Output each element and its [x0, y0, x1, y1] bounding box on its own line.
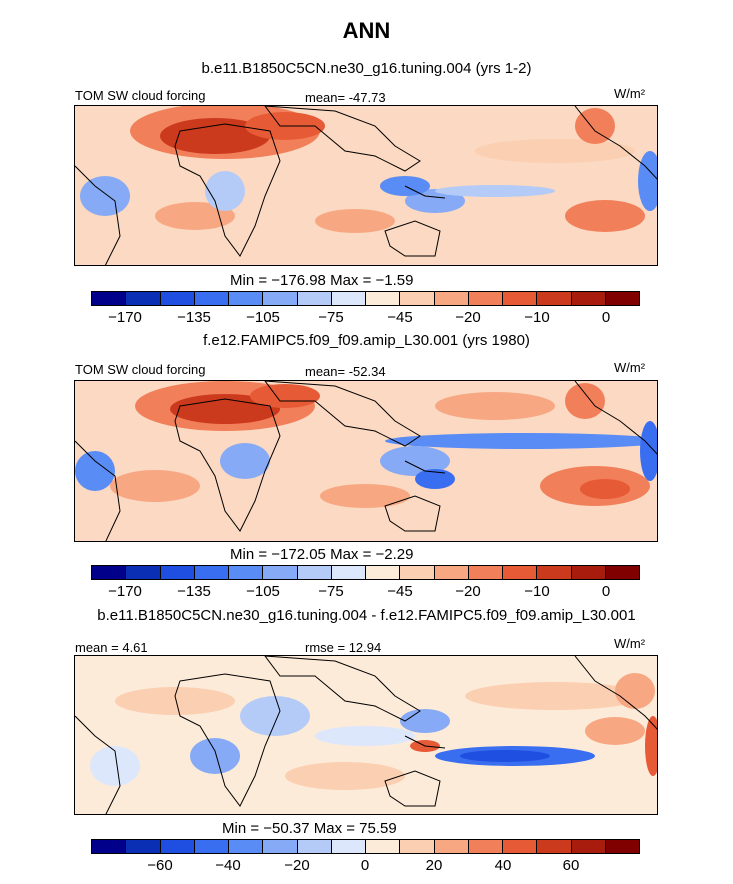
- panel-3-tick: 40: [494, 857, 512, 874]
- panel-2-tick: 0: [601, 583, 611, 600]
- panel-1-colorbar-ticks: −170 −135 −105 −75 −45 −20 −10 0: [91, 309, 640, 327]
- panel-1-tick: −105: [246, 309, 280, 326]
- panel-2-minmax: Min = −172.05 Max = −2.29: [230, 546, 414, 563]
- panel-2-tick: −105: [246, 583, 280, 600]
- panel-2-tick: −170: [108, 583, 142, 600]
- figure-title: ANN: [342, 18, 391, 43]
- panel-2-mean-label: mean= -52.34: [305, 364, 386, 379]
- panel-1-mean-label: mean= -47.73: [305, 90, 386, 105]
- panel-2-map-svg: [75, 381, 657, 541]
- panel-2-tick: −135: [177, 583, 211, 600]
- panel-3-tick: −40: [215, 857, 241, 874]
- panel-3-tick: 60: [562, 857, 580, 874]
- panel-1-map-svg: [75, 106, 657, 265]
- panel-2-units-label: W/m²: [614, 360, 646, 375]
- panel-2-colorbar-ticks: −170 −135 −105 −75 −45 −20 −10 0: [91, 583, 640, 601]
- panel-2-tick: −75: [318, 583, 344, 600]
- panel-3-map-svg: [75, 656, 657, 814]
- panel-3-colorbar-ticks: −60 −40 −20 0 20 40 60: [91, 857, 640, 875]
- panel-1-colorbar: [91, 291, 640, 306]
- panel-3-units-label: W/m²: [614, 636, 646, 651]
- panel-3-tick: −60: [147, 857, 173, 874]
- panel-1-tick: −75: [318, 309, 344, 326]
- panel-3-tick: 0: [360, 857, 370, 874]
- panel-2-tick: −20: [455, 583, 481, 600]
- panel-3-colorbar: [91, 839, 640, 854]
- panel-2-tick: −45: [387, 583, 413, 600]
- panel-3-tick: −20: [284, 857, 310, 874]
- panel-1-tick: −10: [524, 309, 550, 326]
- panel-1-tick: −135: [177, 309, 211, 326]
- panel-2-field-label: TOM SW cloud forcing: [75, 362, 206, 377]
- panel-2-subtitle: f.e12.FAMIPC5.f09_f09.amip_L30.001 (yrs …: [203, 332, 530, 349]
- panel-2-tick: −10: [524, 583, 550, 600]
- panel-2-colorbar: [91, 565, 640, 580]
- panel-1-map: [74, 105, 658, 266]
- panel-3-rmse-label: rmse = 12.94: [305, 640, 382, 655]
- panel-1-tick: 0: [601, 309, 611, 326]
- panel-1-field-label: TOM SW cloud forcing: [75, 88, 206, 103]
- panel-3-tick: 20: [425, 857, 443, 874]
- panel-2-map: [74, 380, 658, 542]
- panel-3-map: [74, 655, 658, 815]
- panel-1-units-label: W/m²: [614, 86, 646, 101]
- panel-1-tick: −170: [108, 309, 142, 326]
- panel-3-mean-label: mean = 4.61: [75, 640, 148, 655]
- panel-1-minmax: Min = −176.98 Max = −1.59: [230, 272, 414, 289]
- panel-3-subtitle: b.e11.B1850C5CN.ne30_g16.tuning.004 - f.…: [97, 607, 636, 624]
- panel-3-minmax: Min = −50.37 Max = 75.59: [222, 820, 397, 837]
- panel-1-tick: −45: [387, 309, 413, 326]
- panel-1-subtitle: b.e11.B1850C5CN.ne30_g16.tuning.004 (yrs…: [201, 60, 532, 77]
- panel-1-tick: −20: [455, 309, 481, 326]
